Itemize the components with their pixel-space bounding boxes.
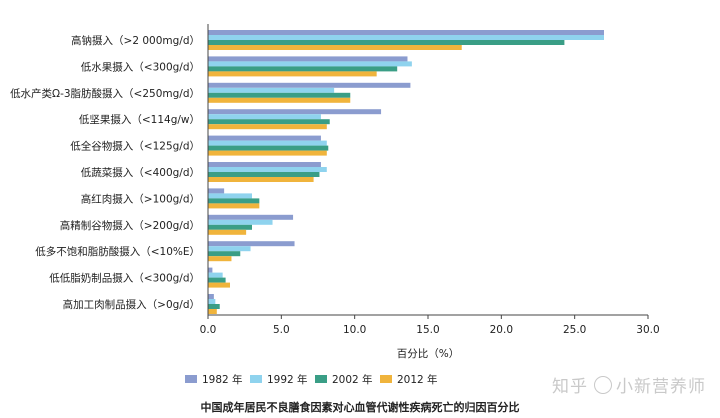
bar — [208, 267, 213, 273]
legend: 1982 年 1992 年 2002 年 2012 年 — [185, 373, 438, 386]
y-tick-label: 低多不饱和脂肪酸摄入（<10%E） — [35, 245, 200, 258]
bar — [208, 119, 330, 125]
x-tick-label: 15.0 — [416, 324, 439, 336]
legend-label: 1982 年 — [202, 373, 243, 386]
bar — [208, 109, 382, 115]
watermark-author: 小新营养师 — [616, 377, 706, 397]
x-axis-title: 百分比（%） — [397, 347, 459, 360]
y-tick-label: 高红肉摄入（>100g/d） — [81, 192, 200, 205]
legend-swatch — [380, 375, 392, 383]
bar — [208, 162, 321, 167]
bar — [208, 97, 351, 103]
bar — [208, 251, 241, 257]
bar — [208, 56, 408, 62]
x-tick-label: 25.0 — [563, 324, 586, 336]
legend-label: 2012 年 — [397, 373, 438, 386]
bar — [208, 92, 351, 98]
bar — [208, 229, 247, 235]
y-tick-label: 低水果摄入（<300g/d） — [81, 60, 200, 73]
bar — [208, 272, 223, 278]
y-tick-label: 低坚果摄入（<114g/w） — [79, 113, 200, 126]
watermark-brand: 知乎 — [552, 377, 588, 397]
bar — [208, 282, 230, 288]
bar — [208, 177, 314, 182]
x-axis-ticks: 0.0 5.0 10.0 15.0 20.0 25.0 30.0 — [200, 315, 660, 336]
bar — [208, 172, 320, 177]
legend-swatch — [185, 375, 197, 383]
zhihu-avatar-icon — [594, 376, 612, 394]
y-tick-label: 高精制谷物摄入（>200g/d） — [60, 219, 200, 232]
bar — [208, 150, 327, 156]
bar — [208, 30, 604, 35]
bar — [208, 114, 321, 120]
bar — [208, 294, 214, 299]
bars-layer — [208, 30, 604, 314]
y-tick-label: 高钠摄入（>2 000mg/d） — [71, 34, 200, 47]
y-tick-label: 低蔬菜摄入（<400g/d） — [81, 166, 200, 179]
watermark: 知乎 小新营养师 — [552, 372, 706, 397]
bar — [208, 35, 604, 40]
y-axis-labels: 高钠摄入（>2 000mg/d） 低水果摄入（<300g/d） 低水产类Ω-3脂肪酸… — [10, 34, 200, 311]
chart-title: 中国成年居民不良膳食因素对心血管代谢性疾病死亡的归因百分比 — [201, 400, 520, 414]
bar — [208, 45, 462, 50]
bar — [208, 219, 273, 225]
y-tick-label: 高加工肉制品摄入（>0g/d） — [63, 298, 200, 311]
x-tick-label: 5.0 — [273, 324, 290, 336]
bar — [208, 167, 327, 172]
legend-swatch — [250, 375, 262, 383]
bar — [208, 66, 398, 72]
y-tick-label: 低低脂奶制品摄入（<300g/d） — [49, 272, 200, 285]
bar — [208, 87, 335, 93]
x-tick-label: 30.0 — [636, 324, 659, 336]
bar — [208, 241, 295, 247]
x-tick-label: 20.0 — [490, 324, 513, 336]
bar — [208, 224, 252, 230]
bar — [208, 82, 411, 88]
bar — [208, 140, 327, 146]
bar — [208, 71, 377, 77]
bar — [208, 198, 260, 204]
bar — [208, 145, 329, 151]
x-tick-label: 0.0 — [200, 324, 217, 336]
bar — [208, 124, 327, 130]
bar — [208, 135, 321, 141]
legend-label: 2002 年 — [332, 373, 373, 386]
bar — [208, 40, 565, 45]
bar — [208, 304, 220, 309]
legend-swatch — [315, 375, 327, 383]
x-tick-label: 10.0 — [343, 324, 366, 336]
y-tick-label: 低全谷物摄入（<125g/d） — [70, 140, 200, 153]
bar — [208, 61, 412, 67]
bar — [208, 203, 260, 209]
bar — [208, 246, 251, 252]
bar — [208, 214, 294, 220]
legend-label: 1992 年 — [267, 373, 308, 386]
bar — [208, 309, 217, 314]
bar — [208, 193, 252, 199]
bar — [208, 277, 226, 283]
bar — [208, 299, 216, 304]
bar — [208, 256, 232, 262]
bar — [208, 188, 225, 194]
y-tick-label: 低水产类Ω-3脂肪酸摄入（<250mg/d） — [10, 87, 200, 100]
